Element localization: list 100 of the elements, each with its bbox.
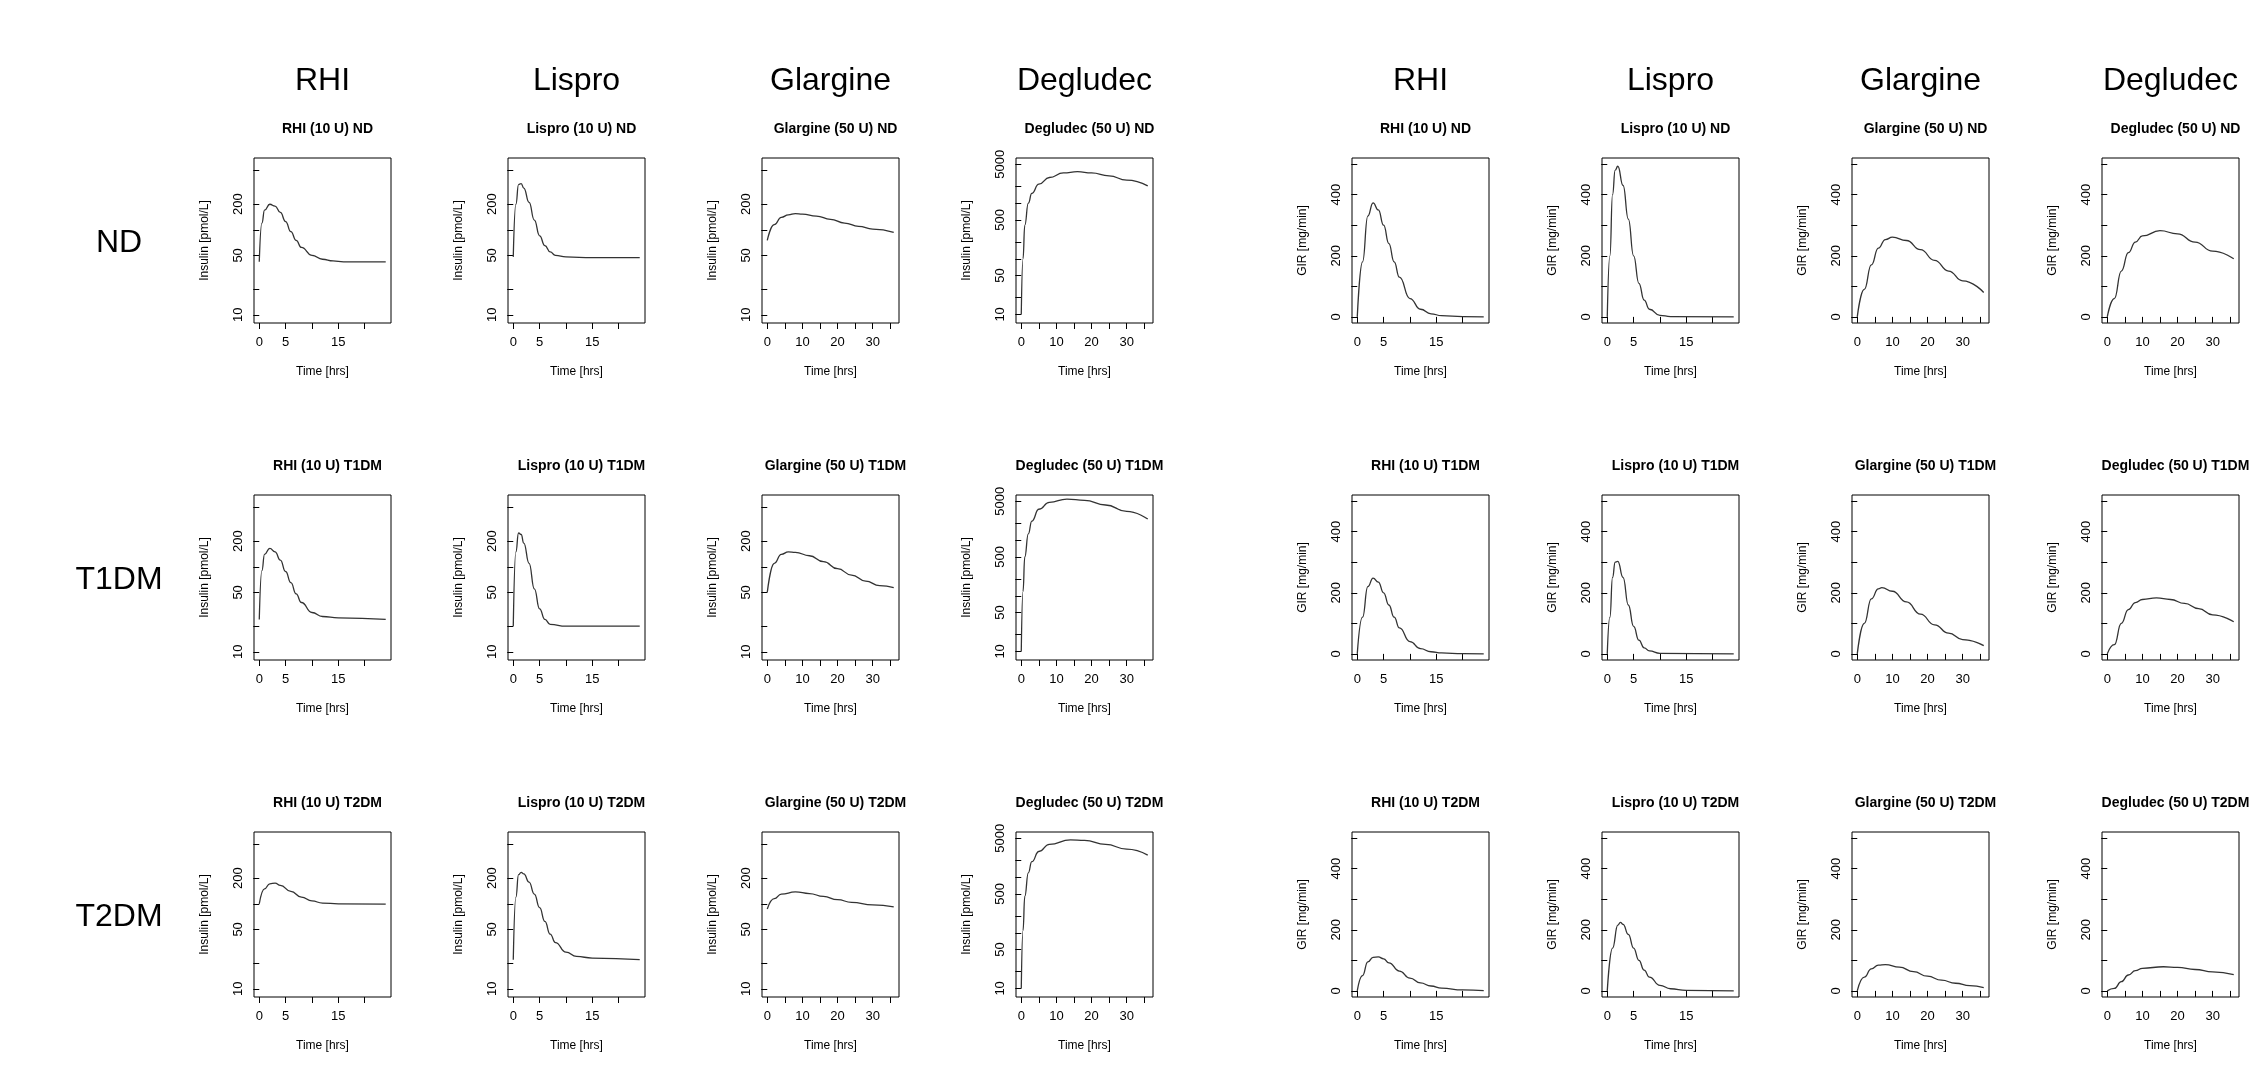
y-axis-title: GIR [mg/min] [2045,205,2059,276]
y-tick-label: 50 [484,585,499,600]
x-tick-label: 30 [2205,1008,2220,1023]
y-tick-label: 0 [1328,987,1343,995]
y-tick-label: 200 [1828,244,1843,267]
y-tick-label: 10 [738,981,753,996]
y-axis-title: Insulin [pmol/L] [959,200,973,281]
chart-title: Lispro (10 U) T2DM [517,794,646,810]
x-tick-label: 0 [1603,671,1611,686]
x-tick-label: 0 [1853,671,1861,686]
y-tick-label: 10 [992,981,1007,996]
y-axis-title: Insulin [pmol/L] [705,537,719,618]
y-tick-label: 400 [1828,183,1843,206]
y-tick-label: 0 [1828,987,1843,995]
line-series [258,203,387,263]
chart-title: Lispro (10 U) T2DM [1611,794,1740,810]
x-tick-label: 0 [2103,671,2111,686]
line-series [1356,577,1485,655]
y-axis-title: GIR [mg/min] [1795,879,1809,950]
x-axis-title: Time [hrs] [1394,364,1447,378]
line-series [2106,230,2235,318]
line-series [1356,202,1485,318]
x-axis-title: Time [hrs] [1058,1038,1111,1052]
y-tick-label: 5000 [992,486,1007,516]
x-tick-label: 10 [1885,334,1900,349]
line-series [512,182,641,259]
y-tick-label: 200 [1328,244,1343,267]
y-axis-title: Insulin [pmol/L] [451,200,465,281]
y-tick-label: 50 [230,922,245,937]
chart-title: RHI (10 U) T1DM [273,457,382,473]
y-axis-title: GIR [mg/min] [1545,205,1559,276]
x-tick-label: 20 [830,334,845,349]
x-tick-label: 20 [2170,1008,2185,1023]
x-tick-label: 10 [795,1008,810,1023]
x-axis-title: Time [hrs] [1644,364,1697,378]
text: T2DM [75,896,163,933]
x-tick-label: 20 [830,1008,845,1023]
line-series [766,212,895,242]
y-tick-label: 10 [992,307,1007,322]
x-tick-label: 20 [1084,671,1099,686]
y-tick-label: 200 [484,530,499,553]
x-tick-label: 0 [509,334,517,349]
line-series [1020,170,1149,316]
x-tick-label: 15 [331,671,346,686]
y-axis-title: GIR [mg/min] [1295,879,1309,950]
chart-title: Lispro (10 U) ND [1620,120,1731,136]
y-axis-title: GIR [mg/min] [1295,205,1309,276]
y-tick-label: 400 [2078,857,2093,880]
y-tick-label: 200 [230,193,245,216]
y-tick-label: 500 [992,883,1007,905]
x-tick-label: 15 [331,1008,346,1023]
x-tick-label: 10 [2135,1008,2150,1023]
line-series [1606,560,1735,655]
x-axis-title: Time [hrs] [550,1038,603,1052]
x-axis-title: Time [hrs] [1058,364,1111,378]
x-tick-label: 20 [2170,671,2185,686]
y-tick-label: 50 [484,248,499,263]
y-tick-label: 200 [230,530,245,553]
x-tick-label: 0 [763,671,771,686]
text: RHI [294,61,351,97]
chart-title: Lispro (10 U) ND [526,120,637,136]
line-series [258,547,387,621]
x-tick-label: 0 [1603,1008,1611,1023]
y-axis-title: Insulin [pmol/L] [959,874,973,955]
y-tick-label: 200 [738,193,753,216]
x-tick-label: 0 [255,1008,263,1023]
x-tick-label: 10 [1885,1008,1900,1023]
y-tick-label: 50 [992,942,1007,957]
x-tick-label: 5 [1380,1008,1388,1023]
x-tick-label: 5 [536,334,544,349]
chart-title: RHI (10 U) ND [1379,120,1472,136]
y-tick-label: 10 [484,981,499,996]
y-axis-title: GIR [mg/min] [2045,542,2059,613]
chart-title: Lispro (10 U) T1DM [517,457,646,473]
y-tick-label: 50 [992,268,1007,283]
y-tick-label: 200 [1828,581,1843,604]
chart-title: Degludec (50 U) ND [1024,120,1155,136]
x-tick-label: 10 [795,334,810,349]
y-tick-label: 200 [1828,918,1843,941]
y-tick-label: 200 [1578,244,1593,267]
line-series [1020,839,1149,990]
x-tick-label: 20 [1084,334,1099,349]
x-tick-label: 0 [1017,1008,1025,1023]
y-tick-label: 500 [992,546,1007,568]
x-tick-label: 5 [536,671,544,686]
chart-title: RHI (10 U) T2DM [1371,794,1480,810]
x-tick-label: 30 [1119,671,1134,686]
x-axis-title: Time [hrs] [550,364,603,378]
chart-title: Glargine (50 U) ND [1863,120,1988,136]
x-tick-label: 20 [1084,1008,1099,1023]
x-tick-label: 20 [1920,671,1935,686]
x-tick-label: 0 [509,1008,517,1023]
y-tick-label: 500 [992,209,1007,231]
x-tick-label: 20 [2170,334,2185,349]
x-tick-label: 30 [865,1008,880,1023]
x-axis-title: Time [hrs] [1394,701,1447,715]
x-tick-label: 0 [255,334,263,349]
x-tick-label: 15 [585,1008,600,1023]
y-axis-title: Insulin [pmol/L] [705,200,719,281]
x-axis-title: Time [hrs] [1644,1038,1697,1052]
